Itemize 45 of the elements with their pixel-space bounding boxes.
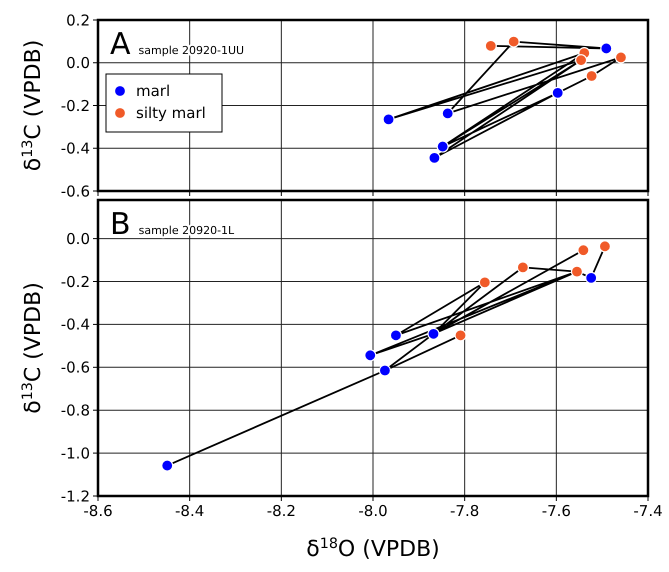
point bbox=[427, 328, 440, 340]
y-tick-label: 0.2 bbox=[66, 11, 90, 30]
legend-label: silty marl bbox=[136, 104, 206, 122]
point bbox=[570, 266, 584, 278]
y-tick-label: 0.0 bbox=[66, 54, 90, 72]
point bbox=[508, 35, 520, 48]
point bbox=[382, 113, 395, 126]
chart-title: A bbox=[110, 27, 131, 62]
point bbox=[552, 86, 564, 99]
point bbox=[364, 349, 376, 362]
point bbox=[586, 70, 598, 82]
y-tick-label: -0.6 bbox=[60, 182, 90, 200]
y-tick-label: 0.0 bbox=[66, 230, 90, 248]
point bbox=[436, 140, 449, 153]
point bbox=[454, 329, 467, 342]
point bbox=[614, 51, 628, 64]
point bbox=[478, 276, 491, 288]
x-axis-title: δ$^{18}$O (VPDB) bbox=[306, 536, 440, 562]
legend-label: marl bbox=[136, 82, 170, 100]
point bbox=[442, 107, 454, 120]
y-tick-label: -0.4 bbox=[60, 316, 90, 334]
y-tick-label: -0.8 bbox=[60, 401, 90, 420]
x-tick-label: -7.4 bbox=[633, 502, 663, 520]
x-tick-label: -7.8 bbox=[450, 502, 480, 520]
x-tick-label: -7.6 bbox=[542, 502, 571, 520]
point bbox=[574, 54, 588, 66]
point bbox=[577, 244, 590, 256]
point bbox=[428, 152, 441, 164]
point bbox=[600, 42, 612, 55]
point bbox=[378, 364, 392, 377]
x-tick-label: -8.2 bbox=[266, 502, 296, 520]
y-tick-label: -0.6 bbox=[60, 358, 90, 377]
point bbox=[484, 40, 497, 52]
y-tick-label: -0.2 bbox=[60, 272, 90, 291]
chart-title: B bbox=[110, 207, 131, 242]
point bbox=[161, 459, 174, 472]
point bbox=[390, 329, 402, 342]
y-tick-label: -0.4 bbox=[60, 140, 90, 158]
x-tick-label: -8.4 bbox=[175, 502, 204, 520]
point bbox=[585, 272, 598, 284]
point bbox=[516, 261, 529, 274]
y-tick-label: -1.0 bbox=[60, 444, 90, 462]
y-tick-label: -0.2 bbox=[60, 96, 90, 115]
x-tick-label: -8.0 bbox=[358, 502, 388, 520]
point bbox=[598, 240, 612, 252]
